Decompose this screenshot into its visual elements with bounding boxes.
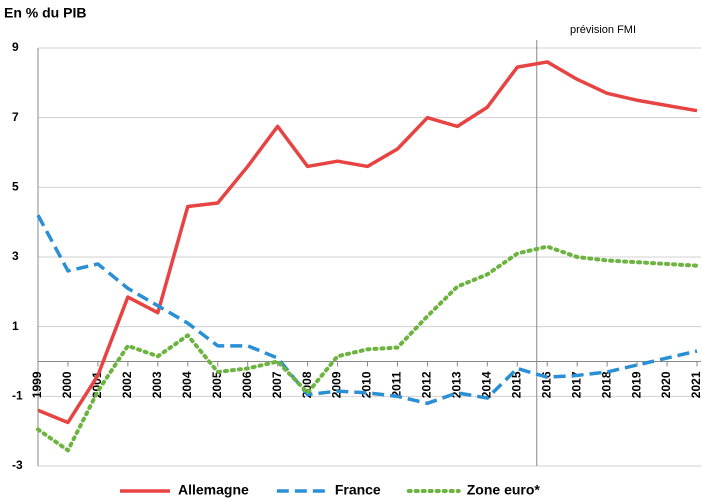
x-tick-label: 2000 <box>60 371 74 398</box>
y-tick-label: 1 <box>12 319 19 333</box>
series-line <box>36 214 698 406</box>
x-tick-label: 2015 <box>509 371 523 398</box>
x-tick-label: 1999 <box>30 371 44 398</box>
legend-label: France <box>335 482 381 498</box>
x-tick-label: 2003 <box>150 371 164 398</box>
y-tick-label: -3 <box>12 458 23 472</box>
x-tick-label: 2011 <box>390 371 404 397</box>
series-line <box>37 60 698 425</box>
x-tick-label: 2012 <box>420 371 434 398</box>
y-tick-label: 5 <box>12 180 19 194</box>
x-tick-label: 2016 <box>539 371 553 398</box>
annotation: prévision FMI <box>570 24 636 36</box>
legend-label: Zone euro* <box>467 482 541 498</box>
x-tick-label: 2006 <box>240 371 254 398</box>
y-tick-label: 3 <box>12 249 19 263</box>
x-tick-label: 2007 <box>270 371 284 398</box>
legend-label: Allemagne <box>178 482 249 498</box>
x-tick-label: 2004 <box>180 371 194 398</box>
x-tick-label: 2021 <box>689 371 702 398</box>
x-tick-label: 2017 <box>569 371 583 398</box>
x-tick-label: 2009 <box>330 371 344 398</box>
y-tick-label: -1 <box>12 389 23 403</box>
x-tick-label: 2020 <box>659 371 673 398</box>
chart-title: En % du PIB <box>4 5 86 21</box>
y-tick-label: 9 <box>12 40 19 54</box>
x-tick-label: 2001 <box>90 371 104 398</box>
y-tick-label: 7 <box>12 110 19 124</box>
x-tick-label: 2014 <box>479 371 493 398</box>
x-tick-label: 2013 <box>450 371 464 398</box>
x-tick-label: 2019 <box>629 371 643 398</box>
x-tick-label: 2018 <box>599 371 613 398</box>
series-line <box>36 244 699 453</box>
x-tick-label: 2005 <box>210 371 224 398</box>
x-tick-label: 2002 <box>120 371 134 398</box>
